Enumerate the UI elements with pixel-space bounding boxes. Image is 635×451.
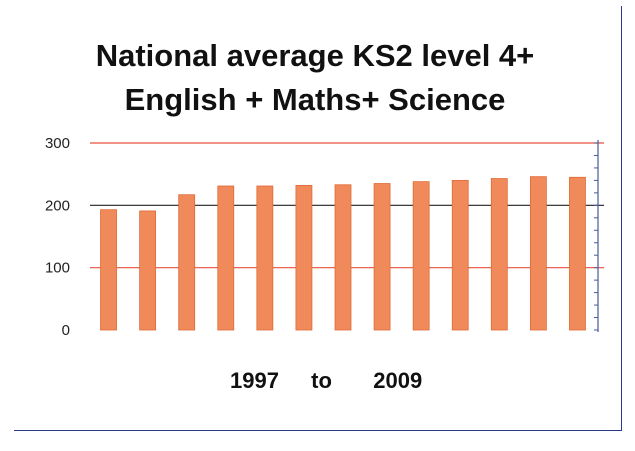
bar-2007	[490, 178, 508, 331]
x-caption-end: 2009	[373, 368, 423, 393]
chart-title-line-1: National average KS2 level 4+	[95, 38, 535, 73]
y-tick-label-0: 0	[62, 322, 70, 339]
bar-2009	[569, 176, 586, 331]
chart-frame	[14, 6, 622, 431]
x-caption-middle: to	[311, 368, 332, 393]
y-tick-label-300: 300	[45, 135, 70, 152]
bar-2003	[334, 184, 352, 331]
y-tick-label-100: 100	[45, 260, 70, 277]
bar-2001	[256, 185, 274, 331]
bar-1998	[139, 210, 157, 331]
bar-2005	[412, 181, 430, 331]
bar-2002	[295, 184, 313, 331]
bar-2004	[373, 183, 391, 331]
y-tick-label-200: 200	[45, 197, 70, 214]
chart-title: National average KS2 level 4+ English + …	[40, 34, 590, 122]
bar-2008	[529, 176, 547, 331]
x-caption-start: 1997	[230, 368, 279, 393]
chart-title-line-2: English + Maths+ Science	[124, 82, 506, 117]
bar-2006	[451, 179, 469, 331]
bar-1997	[100, 209, 117, 331]
bar-2000	[217, 185, 235, 331]
bar-1999	[178, 194, 196, 331]
x-axis-caption: 1997 to 2009	[230, 368, 490, 394]
